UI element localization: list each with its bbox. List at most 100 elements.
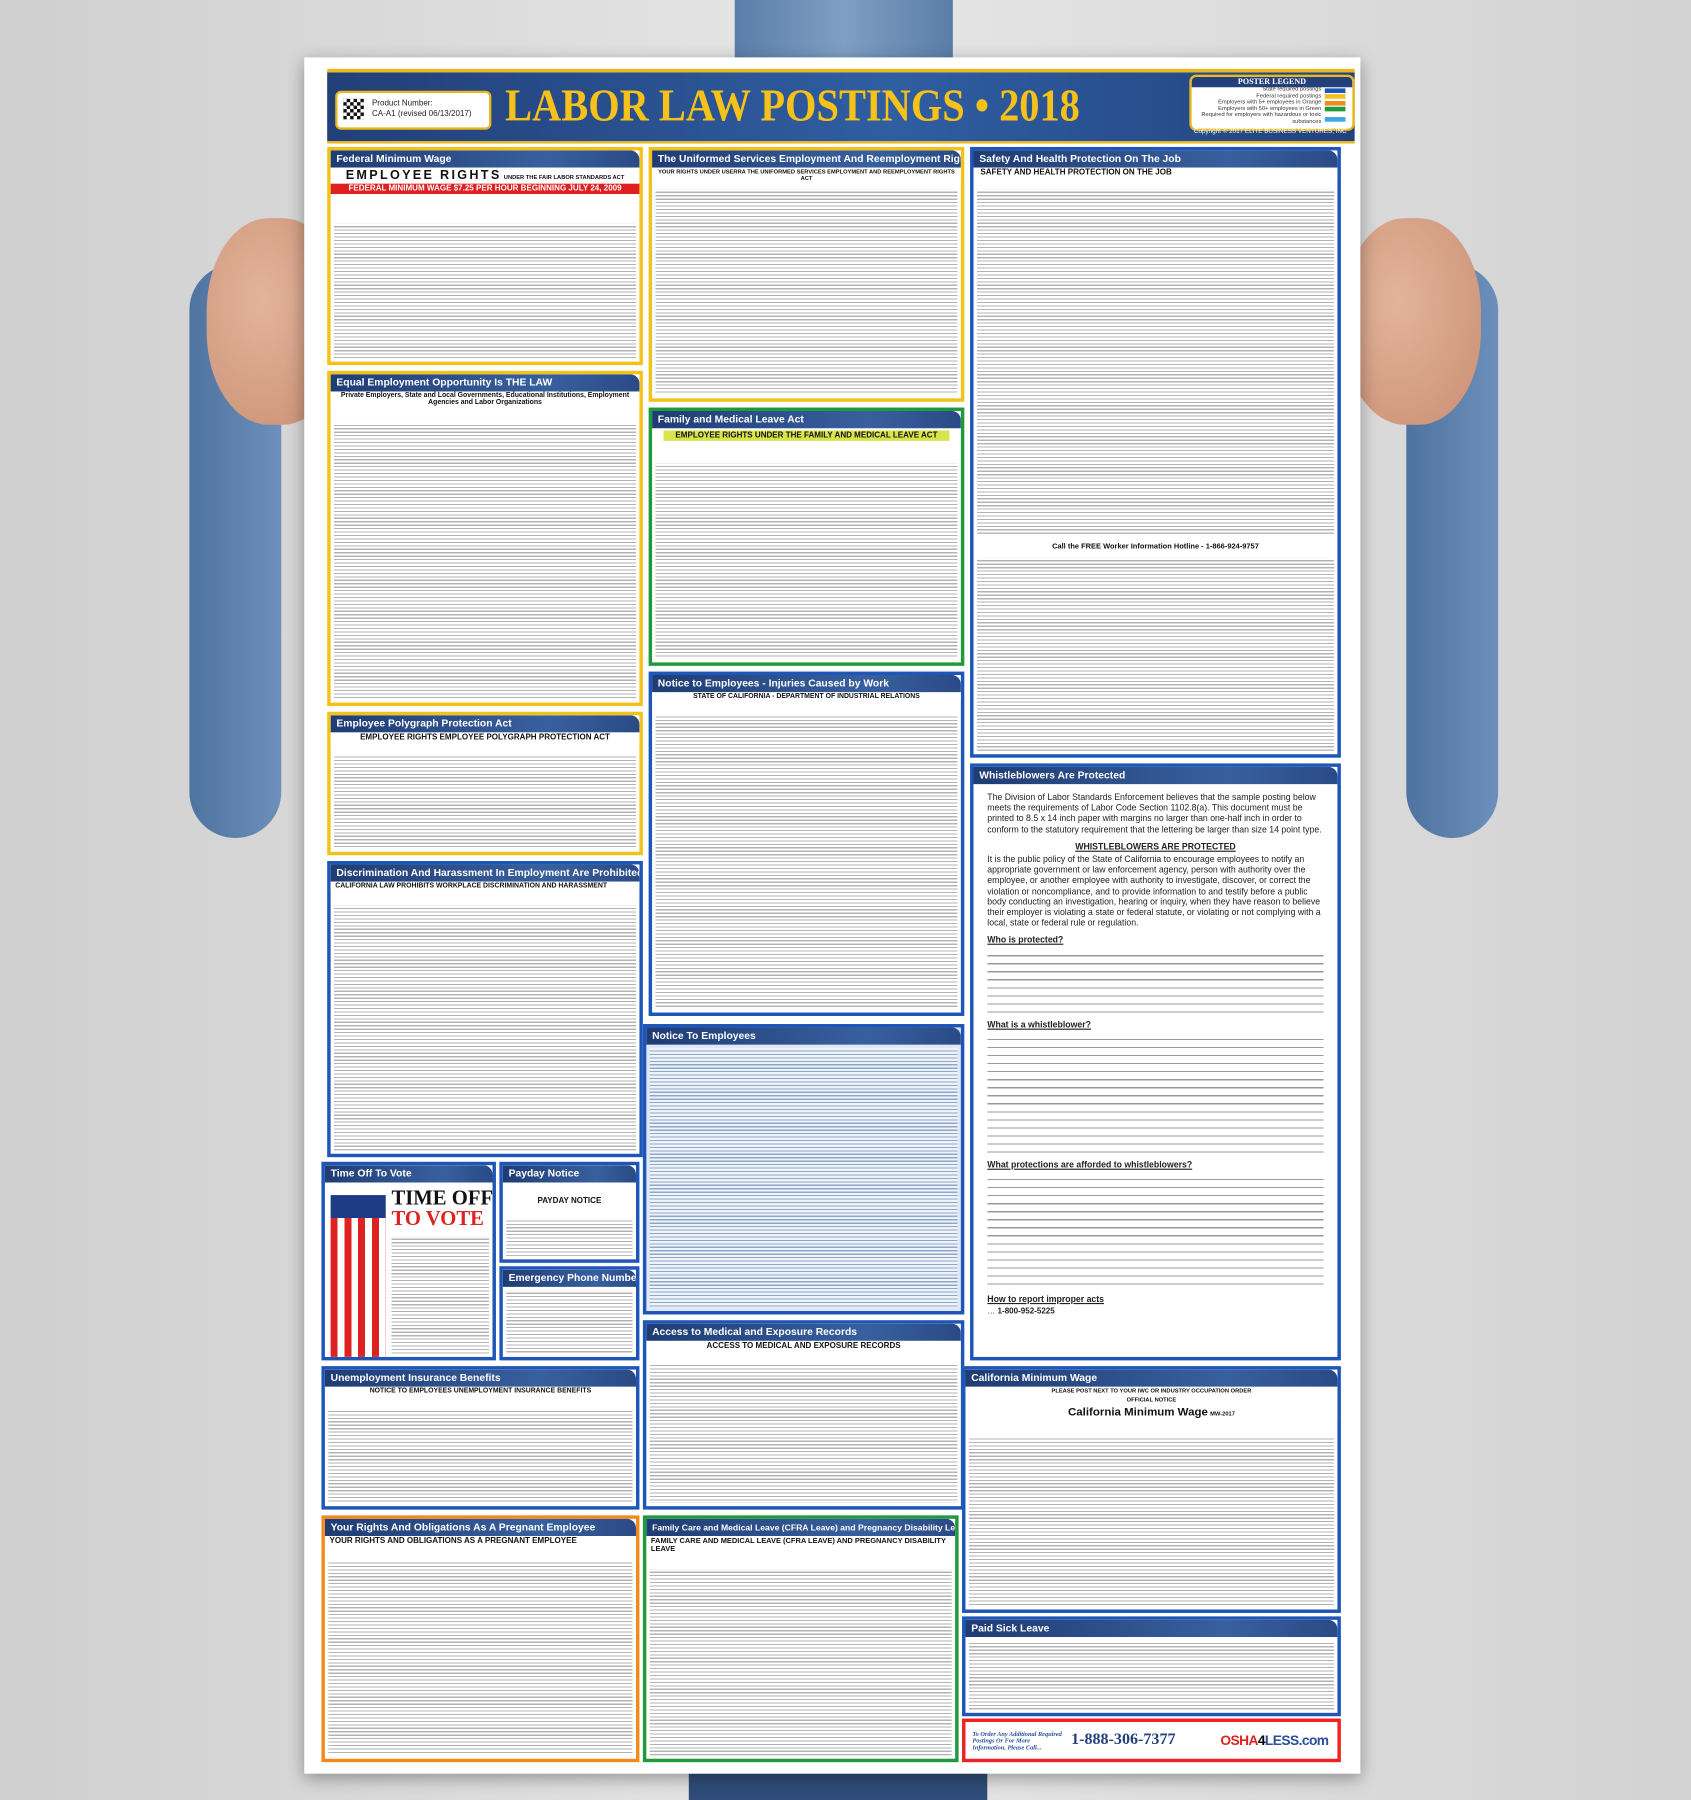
section-subtitle: YOUR RIGHTS UNDER USERRA THE UNIFORMED S…	[652, 167, 961, 184]
section-subtitle: EMPLOYEE RIGHTS UNDER THE FAMILY AND MED…	[663, 430, 950, 441]
section-body-text	[655, 463, 958, 659]
legend-item: Employers with 50+ employees in Green	[1192, 106, 1353, 112]
section-fmla: Family and Medical Leave Act EMPLOYEE RI…	[648, 407, 965, 666]
section-subtitle: NOTICE TO EMPLOYEES UNEMPLOYMENT INSURAN…	[324, 1386, 636, 1396]
section-title: Emergency Phone Numbers	[502, 1269, 636, 1287]
whistleblower-hotline: 1-800-952-5225	[997, 1307, 1055, 1316]
section-title: Your Rights And Obligations As A Pregnan…	[324, 1518, 636, 1537]
section-body-text	[649, 1048, 958, 1308]
section-time-off-to-vote: Time Off To Vote TIME OFF TO VOTE	[321, 1161, 496, 1361]
section-paid-sick-leave: Paid Sick Leave	[962, 1616, 1341, 1717]
question-heading: What protections are afforded to whistle…	[987, 1159, 1193, 1170]
section-title: The Uniformed Services Employment And Re…	[652, 150, 961, 168]
offices-list	[976, 557, 1334, 751]
section-subtitle: STATE OF CALIFORNIA - DEPARTMENT OF INDU…	[652, 692, 961, 702]
section-pregnant-employee: Your Rights And Obligations As A Pregnan…	[321, 1515, 640, 1763]
section-body-text	[328, 1408, 633, 1503]
section-body-text	[968, 1640, 1334, 1710]
legend-swatch	[1324, 94, 1346, 100]
legend-title: POSTER LEGEND	[1191, 76, 1353, 88]
section-subtitle: FAMILY CARE AND MEDICAL LEAVE (CFRA LEAV…	[646, 1536, 956, 1555]
ballot-box-icon	[330, 1195, 386, 1357]
brand-logo: OSHA4LESS.com	[1220, 1732, 1329, 1749]
policy-paragraph: It is the public policy of the State of …	[987, 854, 1321, 928]
order-text: To Order Any Additional Required Posting…	[972, 1731, 1062, 1752]
section-body-text	[334, 223, 636, 359]
right-hand	[1343, 218, 1481, 425]
question-heading: Who is protected?	[987, 934, 1064, 946]
legend-swatch	[1324, 100, 1346, 106]
ca-wage-heading: California Minimum Wage MW-2017	[965, 1405, 1338, 1421]
section-title: Safety And Health Protection On The Job	[973, 150, 1338, 168]
vote-headline-1: TIME OFF	[391, 1185, 494, 1209]
section-subtitle: CALIFORNIA LAW PROHIBITS WORKPLACE DISCR…	[330, 881, 640, 891]
section-whistleblowers: Whistleblowers Are Protected The Divisio…	[970, 763, 1341, 1361]
legend-swatch	[1324, 107, 1346, 112]
heading-text: California Minimum Wage	[1067, 1406, 1208, 1419]
section-medical-records: Access to Medical and Exposure Records A…	[642, 1320, 965, 1510]
section-title: Family Care and Medical Leave (CFRA Leav…	[646, 1518, 956, 1537]
whistleblower-text: The Division of Labor Standards Enforcem…	[987, 792, 1324, 1348]
poster-header	[327, 68, 1355, 144]
section-cfra: Family Care and Medical Leave (CFRA Leav…	[642, 1515, 959, 1763]
legend-item: State required postings	[1192, 87, 1353, 93]
section-body-text	[655, 714, 958, 1010]
section-ca-minimum-wage: California Minimum Wage PLEASE POST NEXT…	[962, 1366, 1341, 1613]
order-phone[interactable]: 1-888-306-7377	[1071, 1731, 1176, 1749]
person-jeans	[688, 1773, 988, 1800]
section-body-text	[506, 1218, 633, 1256]
section-title: Unemployment Insurance Benefits	[324, 1369, 636, 1387]
section-injuries: Notice to Employees - Injuries Caused by…	[648, 671, 965, 1016]
question-heading: What is a whistleblower?	[987, 1019, 1091, 1030]
section-title: Discrimination And Harassment In Employm…	[330, 864, 640, 882]
section-title: Federal Minimum Wage	[330, 150, 640, 168]
section-title: Whistleblowers Are Protected	[973, 766, 1338, 785]
legend-swatch	[1324, 116, 1346, 122]
section-title: Equal Employment Opportunity Is THE LAW	[330, 374, 640, 392]
section-notice-to-employees: Notice To Employees	[642, 1024, 965, 1315]
answer-text	[987, 1031, 1324, 1153]
section-subtitle: PLEASE POST NEXT TO YOUR IWC OR INDUSTRY…	[965, 1386, 1338, 1396]
section-eeo: Equal Employment Opportunity Is THE LAW …	[327, 370, 643, 707]
section-safety-health: Safety And Health Protection On The Job …	[970, 146, 1341, 758]
section-subtitle: EMPLOYEE RIGHTS UNDER THE FAIR LABOR STA…	[330, 167, 640, 184]
section-payday-notice: Payday Notice PAYDAY NOTICE	[499, 1161, 640, 1263]
product-number: CA-A1 (revised 06/13/2017)	[371, 110, 472, 119]
brand-part: OSHA	[1220, 1732, 1258, 1749]
order-footer: To Order Any Additional Required Posting…	[962, 1718, 1341, 1763]
section-body-text	[976, 189, 1334, 534]
subtitle-secondary: UNDER THE FAIR LABOR STANDARDS ACT	[503, 174, 625, 182]
section-discrimination: Discrimination And Harassment In Employm…	[327, 861, 643, 1158]
section-title: Family and Medical Leave Act	[652, 410, 961, 429]
section-subtitle: ACCESS TO MEDICAL AND EXPOSURE RECORDS	[646, 1340, 961, 1352]
intro-paragraph: The Division of Labor Standards Enforcem…	[987, 792, 1322, 835]
section-title: Time Off To Vote	[324, 1165, 493, 1183]
legend-item: Required for employers with hazardous or…	[1192, 112, 1353, 126]
hotline-banner: Call the FREE Worker Information Hotline…	[976, 541, 1334, 553]
section-polygraph: Employee Polygraph Protection Act EMPLOY…	[327, 711, 643, 856]
legend-swatch	[1324, 88, 1346, 93]
section-body-text	[391, 1236, 490, 1354]
answer-text	[987, 1172, 1324, 1287]
section-title: Notice to Employees - Injuries Caused by…	[652, 675, 961, 693]
wage-banner: FEDERAL MINIMUM WAGE $7.25 PER HOUR BEGI…	[330, 183, 640, 195]
question-heading: How to report improper acts	[987, 1293, 1105, 1305]
product-number-box: Product Number: CA-A1 (revised 06/13/2017…	[335, 90, 492, 130]
legend-item: Federal required postings	[1192, 93, 1353, 100]
section-body-text	[968, 1436, 1334, 1607]
section-userra: The Uniformed Services Employment And Re…	[648, 146, 965, 402]
section-body-text	[655, 189, 958, 395]
section-body-text	[506, 1290, 633, 1354]
person-shirt	[734, 0, 953, 69]
section-subtitle: SAFETY AND HEALTH PROTECTION ON THE JOB	[973, 167, 1338, 178]
legend-label: Employers with 50+ employees in Green	[1218, 105, 1322, 112]
section-subtitle: YOUR RIGHTS AND OBLIGATIONS AS A PREGNAN…	[324, 1536, 636, 1547]
brand-part: LESS.com	[1264, 1732, 1329, 1749]
subtitle-main: EMPLOYEE RIGHTS	[345, 168, 502, 183]
section-body-text	[649, 1569, 952, 1756]
legend-item: Employers with 5+ employees in Orange	[1192, 99, 1353, 106]
section-title: Paid Sick Leave	[965, 1619, 1338, 1638]
legend-label: State required postings	[1262, 86, 1322, 93]
section-body-text	[334, 754, 636, 849]
